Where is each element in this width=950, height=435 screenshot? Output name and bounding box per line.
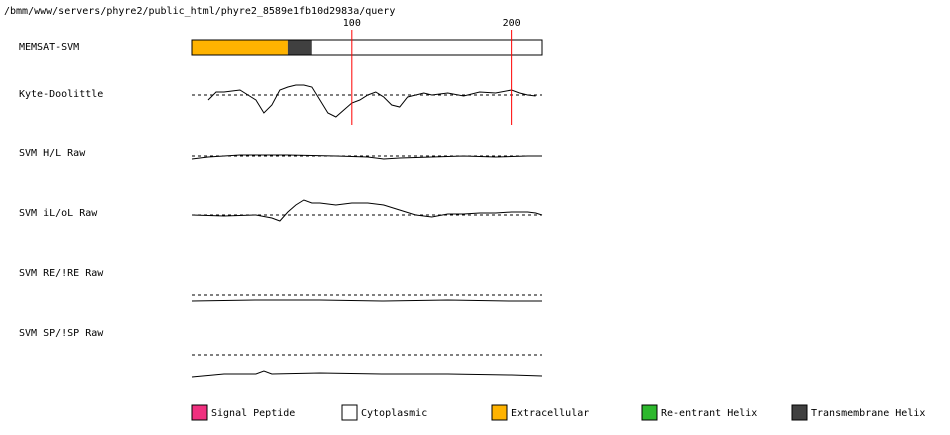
track-label: SVM H/L Raw xyxy=(19,148,86,159)
legend-label: Signal Peptide xyxy=(211,408,295,419)
legend-swatch xyxy=(341,404,358,421)
trace xyxy=(191,370,543,378)
legend-swatch xyxy=(791,404,808,421)
track-label: MEMSAT-SVM xyxy=(19,42,79,53)
legend-swatch xyxy=(491,404,508,421)
segment xyxy=(311,40,542,55)
track-label: SVM SP/!SP Raw xyxy=(19,328,104,339)
x-tick-label: 200 xyxy=(503,18,521,29)
x-tick-label: 100 xyxy=(343,18,361,29)
track-label: SVM RE/!RE Raw xyxy=(19,268,104,279)
segment xyxy=(287,40,312,55)
trace xyxy=(207,84,536,118)
topology-frame xyxy=(191,39,543,56)
track-label: SVM iL/oL Raw xyxy=(19,208,98,219)
segment xyxy=(192,40,288,55)
track-label: Kyte-Doolittle xyxy=(19,89,103,100)
trace xyxy=(191,154,542,160)
legend-label: Transmembrane Helix xyxy=(811,408,925,419)
legend-label: Cytoplasmic xyxy=(361,408,427,419)
file-path: /bmm/www/servers/phyre2/public_html/phyr… xyxy=(4,6,395,17)
legend-label: Re-entrant Helix xyxy=(661,408,757,419)
trace xyxy=(191,199,543,222)
legend-swatch xyxy=(641,404,658,421)
trace xyxy=(191,299,542,302)
legend-swatch xyxy=(191,404,208,421)
legend-label: Extracellular xyxy=(511,408,589,419)
